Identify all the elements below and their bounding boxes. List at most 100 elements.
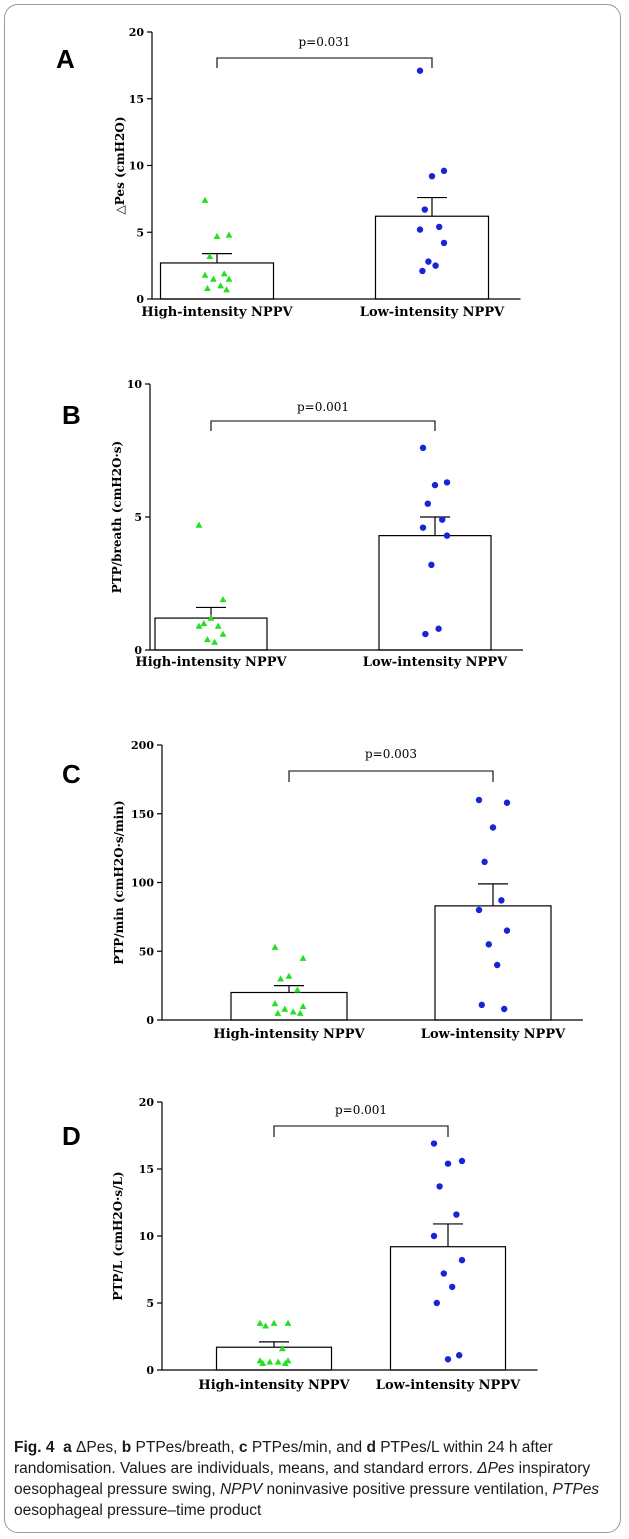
data-point-high-intensity xyxy=(204,635,211,643)
panel-letter: B xyxy=(62,400,81,430)
data-point-low-intensity xyxy=(431,481,439,489)
data-point-low-intensity xyxy=(419,524,427,531)
data-point-high-intensity xyxy=(225,275,233,282)
p-value-label: p=0.001 xyxy=(335,1103,387,1117)
significance-bracket xyxy=(288,770,494,782)
data-point-low-intensity xyxy=(421,206,428,213)
caption-text-c: PTPes/min, and xyxy=(251,1439,363,1456)
data-point-low-intensity xyxy=(478,1001,485,1009)
data-point-high-intensity xyxy=(266,1358,274,1365)
category-label: High-intensity NPPV xyxy=(135,655,287,670)
data-point-high-intensity xyxy=(217,282,224,289)
data-point-low-intensity xyxy=(419,444,427,452)
data-point-low-intensity xyxy=(436,1183,443,1190)
panel-letter: C xyxy=(62,759,81,789)
bar xyxy=(389,1246,507,1371)
data-point-low-intensity xyxy=(449,1283,456,1291)
y-tick-label: 0 xyxy=(134,644,142,657)
category-label: High-intensity NPPV xyxy=(198,1378,350,1393)
data-point-high-intensity xyxy=(277,975,284,982)
figure-caption: Fig. 4 a ΔPes, b PTPes/breath, c PTPes/m… xyxy=(14,1437,614,1521)
caption-abbr-ptpes-def: oesophageal pressure–time product xyxy=(14,1502,262,1519)
y-tick-label: 20 xyxy=(129,26,145,39)
data-point-high-intensity xyxy=(274,1358,282,1365)
data-point-high-intensity xyxy=(271,943,279,950)
data-point-high-intensity xyxy=(285,972,293,979)
caption-letter-c: c xyxy=(238,1439,248,1456)
data-point-high-intensity xyxy=(201,196,209,203)
data-point-low-intensity xyxy=(444,1356,452,1363)
data-point-low-intensity xyxy=(494,961,501,969)
y-tick-label: 20 xyxy=(139,1096,155,1109)
panel-d: D 0 5 10 15 20 PTP/L (cmH2O·s/L) High-intensity… xyxy=(62,1096,538,1393)
p-value-label: p=0.001 xyxy=(297,400,349,414)
data-point-high-intensity xyxy=(200,620,208,627)
data-point-high-intensity xyxy=(225,231,233,238)
data-point-low-intensity xyxy=(444,1160,452,1167)
caption-text-b: PTPes/breath, xyxy=(135,1439,235,1456)
data-point-high-intensity xyxy=(274,1009,282,1016)
category-label: Low-intensity NPPV xyxy=(360,305,505,320)
data-point-high-intensity xyxy=(299,954,307,961)
y-tick-label: 15 xyxy=(129,93,144,106)
category-label: Low-intensity NPPV xyxy=(421,1027,566,1042)
data-point-high-intensity xyxy=(289,1008,297,1015)
y-tick-label: 0 xyxy=(146,1014,154,1027)
caption-letter-d: d xyxy=(366,1439,376,1456)
bar xyxy=(374,215,490,300)
data-point-low-intensity xyxy=(481,858,488,866)
data-point-low-intensity xyxy=(430,1232,438,1240)
caption-abbr-ptpes: PTPes xyxy=(552,1481,600,1498)
data-point-low-intensity xyxy=(432,262,439,269)
data-point-low-intensity xyxy=(436,223,443,231)
data-point-low-intensity xyxy=(458,1157,466,1165)
y-axis-title: PTP/min (cmH2O·s/min) xyxy=(112,800,126,964)
caption-abbr-dpes-def: inspiratory oesophageal pressure swing, xyxy=(14,1460,591,1498)
bar xyxy=(154,617,268,651)
data-point-low-intensity xyxy=(428,172,436,180)
data-point-low-intensity xyxy=(443,479,451,486)
data-point-high-intensity xyxy=(284,1319,292,1326)
data-point-high-intensity xyxy=(211,638,218,645)
data-point-low-intensity xyxy=(489,824,497,831)
y-tick-label: 5 xyxy=(136,226,144,239)
y-tick-label: 10 xyxy=(129,160,145,173)
data-point-low-intensity xyxy=(424,500,431,507)
caption-text-d: PTPes/L within 24 h after randomisation.… xyxy=(14,1439,553,1477)
data-point-high-intensity xyxy=(270,1319,278,1326)
data-point-low-intensity xyxy=(440,239,448,247)
data-point-high-intensity xyxy=(281,1005,289,1012)
data-point-high-intensity xyxy=(213,232,221,239)
category-label: Low-intensity NPPV xyxy=(376,1378,521,1393)
y-tick-label: 10 xyxy=(127,378,143,391)
bar xyxy=(378,535,492,651)
data-point-high-intensity xyxy=(207,614,215,621)
panel-a: A 0 5 10 15 20 △Pes (cmH2O) High-intensity NPPV… xyxy=(56,26,521,320)
caption-abbr-nppv: NPPV xyxy=(219,1481,263,1498)
data-point-high-intensity xyxy=(220,270,228,277)
data-point-high-intensity xyxy=(299,1002,307,1009)
bar xyxy=(215,1346,333,1371)
caption-figure-label: Fig. 4 xyxy=(14,1439,55,1456)
data-point-high-intensity xyxy=(259,1359,267,1367)
data-point-low-intensity xyxy=(456,1352,463,1359)
figure-charts: A 0 5 10 15 20 △Pes (cmH2O) High-intensity NPPV… xyxy=(56,26,583,1393)
significance-bracket xyxy=(216,57,433,68)
panel-letter: A xyxy=(56,44,75,74)
y-tick-label: 50 xyxy=(139,945,155,958)
figure-frame xyxy=(4,4,621,1533)
data-point-high-intensity xyxy=(223,286,230,293)
data-point-high-intensity xyxy=(279,1345,286,1352)
y-tick-label: 10 xyxy=(139,1230,155,1243)
bar xyxy=(434,905,552,1021)
y-tick-label: 200 xyxy=(131,739,154,752)
data-point-high-intensity xyxy=(271,1000,279,1007)
data-point-high-intensity xyxy=(206,252,214,259)
y-tick-label: 15 xyxy=(139,1163,154,1176)
panel-b: B 0 5 10 PTP/breath (cmH2O·s) High-intensity … xyxy=(62,378,523,670)
p-value-label: p=0.003 xyxy=(365,747,417,761)
data-point-low-intensity xyxy=(439,516,446,523)
data-point-low-intensity xyxy=(443,532,451,539)
data-point-high-intensity xyxy=(281,1359,289,1367)
data-point-low-intensity xyxy=(485,941,492,948)
